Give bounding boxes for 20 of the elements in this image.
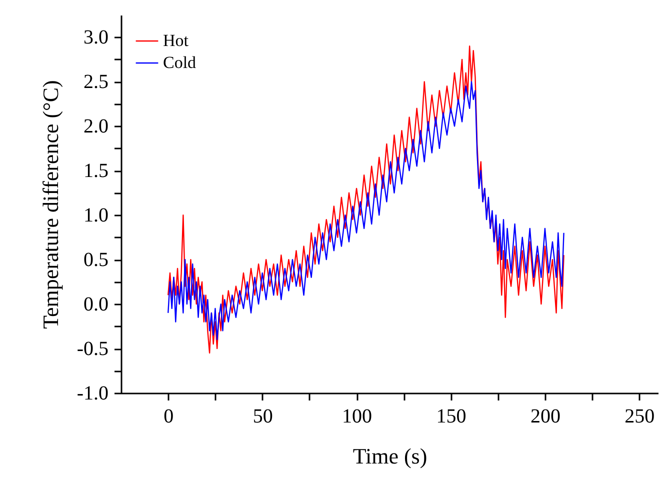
x-tick-label: 250 (624, 406, 655, 428)
line-series (168, 81, 564, 340)
legend-label: Cold (163, 53, 197, 72)
x-axis-title: Time (s) (352, 444, 428, 468)
legend-label: Hot (163, 31, 189, 50)
y-tick-label: 2.0 (84, 116, 108, 138)
y-tick-label: 0.5 (84, 249, 108, 272)
x-tick-label: 150 (436, 406, 466, 428)
y-tick-label: 0.0 (84, 294, 108, 316)
y-tick-label: 1.0 (84, 204, 108, 227)
x-tick-label: 0 (164, 406, 174, 428)
y-tick-label: -0.5 (76, 338, 108, 360)
x-tick-label: 200 (530, 406, 560, 428)
y-axis-title: Temperature difference (°C) (38, 80, 63, 329)
x-tick-label: 100 (342, 406, 372, 428)
y-tick-label: 2.5 (84, 71, 108, 94)
y-tick-label: 1.5 (84, 160, 108, 182)
y-tick-label: 3.0 (84, 26, 108, 49)
x-tick-label: 50 (252, 406, 273, 428)
y-tick-label: -1.0 (76, 382, 108, 404)
